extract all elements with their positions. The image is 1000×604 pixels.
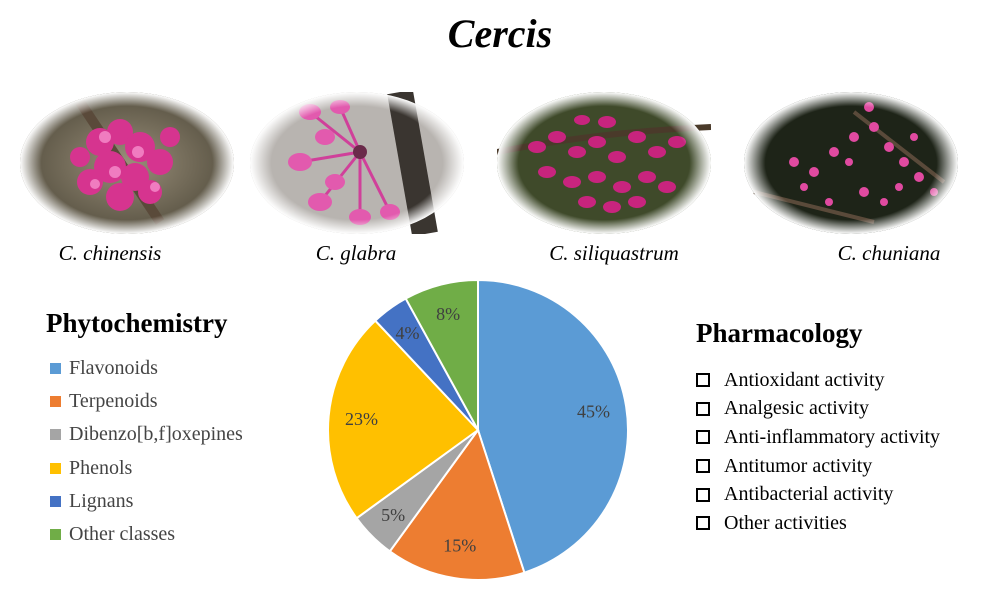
checkbox-icon: [696, 459, 710, 474]
phytochemistry-pie-chart: 45% 15% 5% 23% 4% 8%: [327, 280, 629, 581]
activity-label: Analgesic activity: [724, 397, 869, 420]
activity-item: Anti-inflammatory activity: [696, 423, 940, 452]
species-photo-chuniana: [744, 92, 958, 234]
activity-label: Antitumor activity: [724, 454, 873, 477]
pie-data-label: 45%: [577, 402, 610, 422]
legend-item: Other classes: [50, 518, 243, 551]
pie-legend: Flavonoids Terpenoids Dibenzo[b,f]oxepines…: [50, 352, 243, 551]
legend-swatch: [50, 462, 61, 474]
species-caption: C. chinensis: [58, 241, 162, 265]
checkbox-icon: [696, 430, 710, 445]
activity-label: Antibacterial activity: [724, 483, 894, 506]
legend-swatch: [50, 429, 61, 441]
species-caption: C. siliquastrum: [549, 241, 679, 265]
page-title: Cercis: [447, 11, 553, 56]
activity-item: Antitumor activity: [696, 452, 940, 481]
activity-item: Antibacterial activity: [696, 480, 940, 509]
pie-slice-phenols: [327, 319, 480, 520]
legend-swatch: [50, 363, 61, 375]
pharmacology-heading: Pharmacology: [696, 318, 863, 348]
activity-list: Antioxidant activity Analgesic activity An…: [696, 366, 940, 538]
pie-data-label: 4%: [395, 323, 419, 343]
legend-swatch: [50, 396, 61, 408]
activity-label: Anti-inflammatory activity: [724, 425, 941, 448]
legend-label: Flavonoids: [69, 357, 158, 380]
species-caption: C. glabra: [315, 241, 397, 265]
legend-swatch: [50, 529, 61, 541]
legend-item: Dibenzo[b,f]oxepines: [50, 418, 243, 451]
checkbox-icon: [696, 373, 710, 388]
activity-item: Analgesic activity: [696, 395, 940, 424]
pie-data-label: 8%: [436, 304, 460, 324]
legend-label: Terpenoids: [69, 390, 158, 413]
activity-item: Other activities: [696, 509, 940, 538]
pie-slice-flavonoids: [477, 280, 629, 574]
pie-slice-terpenoids: [388, 427, 526, 581]
legend-label: Dibenzo[b,f]oxepines: [69, 423, 243, 446]
pie-data-label: 23%: [345, 409, 378, 429]
species-photo-chinensis: [20, 92, 234, 234]
legend-item: Flavonoids: [50, 352, 243, 385]
legend-label: Lignans: [69, 489, 134, 512]
activity-label: Antioxidant activity: [724, 368, 885, 391]
activity-label: Other activities: [724, 511, 847, 534]
pie-data-label: 5%: [381, 505, 405, 525]
activity-item: Antioxidant activity: [696, 366, 940, 395]
checkbox-icon: [696, 401, 710, 416]
phytochemistry-heading: Phytochemistry: [46, 308, 228, 338]
checkbox-icon: [696, 487, 710, 502]
legend-item: Lignans: [50, 485, 243, 518]
legend-label: Phenols: [69, 456, 133, 479]
species-photo-siliquastrum: [497, 92, 711, 234]
legend-swatch: [50, 495, 61, 507]
species-caption: C. chuniana: [837, 241, 941, 265]
legend-item: Phenols: [50, 452, 243, 485]
checkbox-icon: [696, 516, 710, 531]
pie-slice-other-classes: [404, 280, 479, 431]
legend-label: Other classes: [69, 523, 176, 546]
pie-data-label: 15%: [443, 536, 476, 556]
legend-item: Terpenoids: [50, 385, 243, 418]
species-photo-glabra: [250, 92, 464, 234]
